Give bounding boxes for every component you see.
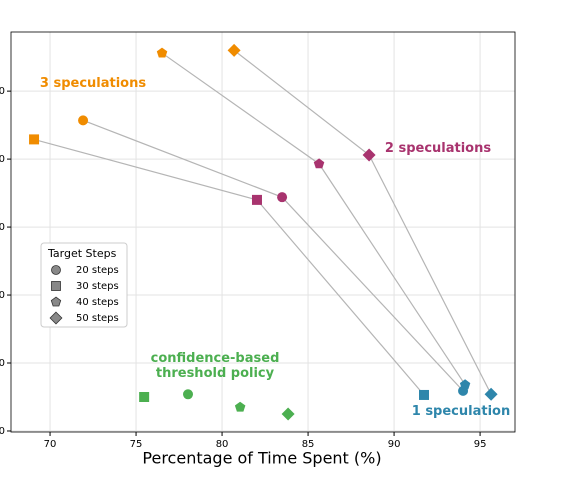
series-annotation: 2 speculations bbox=[384, 141, 492, 156]
point bbox=[419, 389, 430, 400]
series-annotation: 3 speculations bbox=[39, 76, 147, 91]
y-tick-label: 40 bbox=[0, 154, 5, 165]
point bbox=[156, 47, 168, 58]
legend-label: 20 steps bbox=[76, 265, 119, 276]
legend-marker bbox=[50, 296, 62, 307]
y-tick-label: 0 bbox=[0, 426, 5, 437]
connector-line bbox=[233, 49, 492, 395]
legend-label: 50 steps bbox=[76, 313, 119, 324]
point bbox=[362, 148, 376, 162]
point bbox=[277, 192, 288, 203]
x-axis-label: Percentage of Time Spent (%) bbox=[142, 449, 381, 468]
point bbox=[183, 389, 194, 400]
plot-frame bbox=[10, 31, 516, 433]
point bbox=[29, 134, 40, 145]
legend-frame bbox=[40, 242, 128, 328]
x-tick-label: 85 bbox=[302, 439, 315, 450]
legend-title: Target Steps bbox=[47, 247, 117, 260]
x-tick-label: 80 bbox=[216, 439, 229, 450]
point bbox=[313, 158, 325, 169]
series-annotation: 1 speculation bbox=[411, 404, 511, 419]
legend-label: 40 steps bbox=[76, 297, 119, 308]
point bbox=[459, 379, 471, 390]
legend: Target Steps 20 steps 30 steps 40 steps 50 s… bbox=[40, 242, 128, 328]
point bbox=[234, 401, 246, 412]
point bbox=[281, 407, 295, 421]
y-tick-label: 10 bbox=[0, 358, 5, 369]
y-tick-label: 20 bbox=[0, 290, 5, 301]
x-tick-label: 75 bbox=[130, 439, 143, 450]
point bbox=[484, 387, 498, 401]
point bbox=[251, 194, 262, 205]
point bbox=[227, 43, 241, 57]
legend-marker bbox=[51, 281, 61, 291]
series-annotation: confidence-based threshold policy bbox=[150, 351, 280, 381]
y-tick-label: 50 bbox=[0, 86, 5, 97]
x-tick-label: 70 bbox=[44, 439, 57, 450]
x-tick-label: 95 bbox=[474, 439, 487, 450]
legend-label: 30 steps bbox=[76, 281, 119, 292]
legend-marker bbox=[49, 311, 63, 325]
y-tick-label: 30 bbox=[0, 222, 5, 233]
point bbox=[78, 115, 89, 126]
connector-line bbox=[161, 52, 466, 386]
point bbox=[139, 391, 150, 402]
x-tick-label: 90 bbox=[388, 439, 401, 450]
legend-marker bbox=[51, 265, 61, 275]
